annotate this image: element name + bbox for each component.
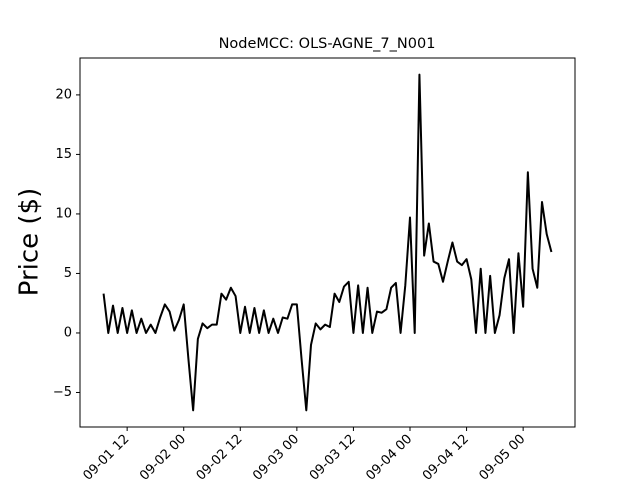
y-tick-label: 5 bbox=[64, 266, 72, 281]
y-tick-label: 20 bbox=[55, 87, 72, 102]
y-tick-label: 0 bbox=[64, 325, 72, 340]
y-tick-label: −5 bbox=[53, 385, 72, 400]
y-tick-label: 10 bbox=[55, 206, 72, 221]
chart-title: NodeMCC: OLS-AGNE_7_N001 bbox=[219, 36, 436, 52]
y-axis-label: Price ($) bbox=[15, 188, 45, 297]
y-tick-label: 15 bbox=[55, 147, 72, 162]
price-line bbox=[102, 73, 553, 412]
plot-frame bbox=[79, 57, 576, 428]
